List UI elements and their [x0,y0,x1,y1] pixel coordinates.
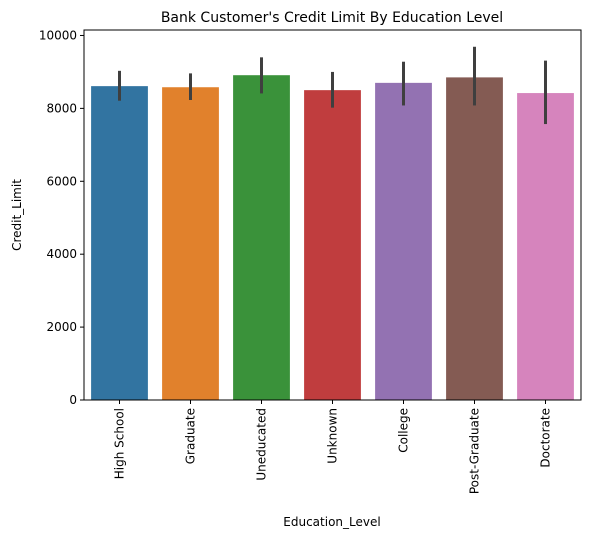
x-tick-label-5: Post-Graduate [468,408,482,494]
bars-group [91,75,574,401]
bar-3 [304,90,361,401]
y-tick-label-1: 2000 [46,320,77,334]
bar-6 [517,93,574,401]
error-bars-group [118,46,547,125]
bar-5 [446,77,503,400]
x-tick-label-4: College [397,408,411,453]
y-tick-label-5: 10000 [39,28,77,42]
y-axis: 0 2000 4000 6000 8000 10000 [39,28,84,407]
y-tick-label-2: 4000 [46,247,77,261]
bar-2 [233,75,290,401]
x-tick-label-6: Doctorate [539,408,553,468]
y-tick-label-0: 0 [69,393,77,407]
y-axis-label: Credit_Limit [10,179,24,251]
x-tick-label-1: Graduate [184,408,198,464]
chart-title: Bank Customer's Credit Limit By Educatio… [161,10,503,26]
bar-4 [375,82,432,400]
x-tick-label-2: Uneducated [255,408,269,481]
x-axis-label: Education_Level [283,515,380,529]
bar-0 [91,86,148,400]
y-tick-label-4: 8000 [46,101,77,115]
x-tick-label-3: Unknown [326,408,340,464]
x-tick-label-0: High School [113,408,127,479]
y-tick-label-3: 6000 [46,174,77,188]
x-axis: High School Graduate Uneducated Unknown Coll… [113,400,553,494]
bar-1 [162,87,219,400]
